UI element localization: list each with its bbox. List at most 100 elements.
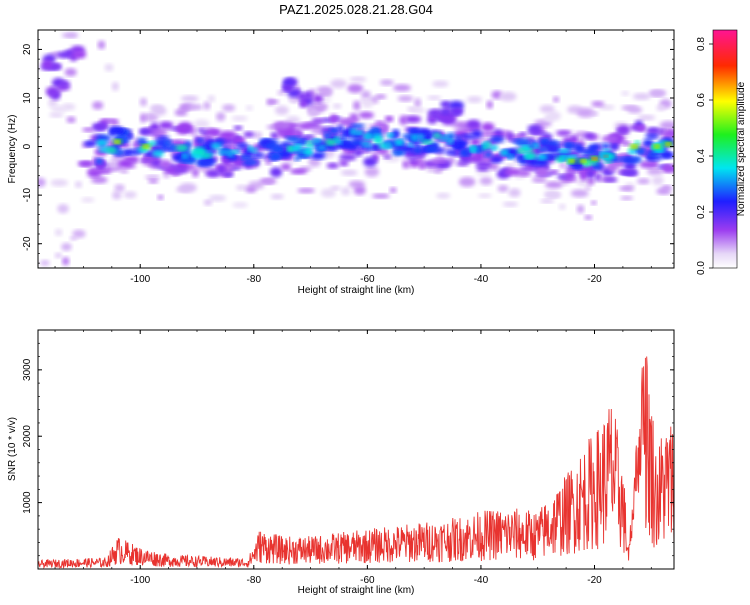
heatmap-cell	[139, 113, 147, 123]
heatmap-cell	[304, 145, 316, 149]
heatmap-cell	[555, 130, 572, 137]
figure-title: PAZ1.2025.028.21.28.G04	[279, 2, 433, 17]
heatmap-cell	[168, 144, 177, 151]
snr-x-tick-label: -60	[360, 575, 375, 586]
heatmap-cell	[492, 129, 503, 139]
heatmap-cell	[49, 112, 64, 118]
heatmap-cell	[340, 187, 351, 196]
heatmap-cell	[374, 120, 384, 126]
snr-x-tick-label: -100	[130, 575, 150, 586]
heatmap-cell	[95, 134, 111, 142]
heatmap-cell	[274, 105, 289, 115]
heatmap-cell	[637, 115, 656, 121]
heatmap-cell	[375, 94, 387, 100]
heatmap-cell	[632, 93, 651, 101]
snr-y-tick-label: 2000	[22, 425, 33, 448]
heatmap-cell	[623, 161, 637, 172]
heatmap-cell	[384, 115, 394, 122]
heatmap-cell	[432, 80, 449, 88]
heatmap-cell	[95, 158, 103, 165]
spectrogram-x-tick-label: -80	[247, 274, 262, 285]
heatmap-cell	[180, 95, 199, 102]
heatmap-cell	[649, 90, 664, 97]
heatmap-cell	[285, 136, 300, 142]
heatmap-cell	[363, 132, 371, 138]
heatmap-cell	[646, 167, 664, 176]
heatmap-cell	[251, 152, 265, 158]
heatmap-cell	[344, 142, 358, 150]
heatmap-cell	[394, 139, 405, 146]
heatmap-cell	[380, 122, 389, 133]
snr-x-tick-label: -20	[587, 575, 602, 586]
heatmap-cell	[265, 158, 273, 165]
heatmap-cell	[358, 111, 375, 119]
heatmap-cell	[528, 129, 542, 134]
heatmap-cell	[361, 99, 374, 109]
heatmap-cell	[145, 175, 161, 180]
heatmap-cell	[654, 145, 660, 149]
heatmap-cell	[292, 144, 303, 149]
heatmap-cell	[294, 156, 301, 161]
heatmap-cell	[591, 100, 605, 107]
heatmap-cell	[518, 132, 527, 137]
spectrogram-x-axis: -100 -80 -60 -40 -20	[54, 30, 652, 285]
heatmap-cell	[508, 188, 521, 198]
heatmap-cell	[338, 154, 357, 161]
heatmap-cell	[223, 172, 234, 177]
heatmap-cell	[203, 101, 211, 110]
heatmap-cell	[524, 153, 537, 159]
heatmap-cell	[349, 129, 357, 135]
heatmap-cell	[265, 142, 279, 150]
heatmap-cell	[196, 128, 207, 133]
spectrogram-x-tick-label: -40	[474, 274, 489, 285]
heatmap-cell	[601, 149, 612, 154]
heatmap-cell	[104, 63, 114, 72]
heatmap-cell	[242, 159, 259, 166]
heatmap-cell	[646, 155, 662, 161]
heatmap-cell	[143, 145, 149, 149]
colorbar-tick-label: 0.2	[696, 205, 707, 219]
heatmap-cell	[337, 118, 354, 126]
heatmap-cell	[479, 176, 493, 186]
heatmap-cell	[219, 130, 237, 140]
snr-y-axis-label: SNR (10 * v/v)	[7, 417, 18, 481]
heatmap-cell	[91, 176, 108, 184]
heatmap-cell	[236, 142, 249, 149]
heatmap-cell	[215, 112, 226, 122]
heatmap-cell	[431, 158, 448, 163]
heatmap-cell	[277, 90, 287, 96]
heatmap-cell	[634, 140, 640, 145]
heatmap-cell	[349, 113, 359, 122]
heatmap-cell	[584, 215, 593, 220]
heatmap-cell	[109, 126, 124, 134]
heatmap-cell	[164, 139, 173, 147]
heatmap-cell	[350, 123, 365, 129]
heatmap-cell	[507, 154, 514, 160]
heatmap-cell	[40, 259, 50, 266]
heatmap-cell	[409, 128, 422, 135]
heatmap-cell	[208, 194, 227, 202]
heatmap-cell	[150, 104, 164, 112]
heatmap-cell	[148, 179, 159, 184]
heatmap-cell	[486, 100, 494, 109]
heatmap-cell	[251, 147, 258, 153]
heatmap-cell	[621, 91, 630, 96]
heatmap-cell	[178, 182, 197, 193]
colorbar-label: Normalized spectral amplitude	[736, 81, 747, 216]
heatmap-cell	[127, 134, 134, 139]
heatmap-cell	[546, 140, 560, 148]
heatmap-cell	[207, 95, 216, 103]
heatmap-cell	[607, 163, 618, 172]
heatmap-cell	[416, 134, 425, 141]
heatmap-cell	[154, 138, 169, 147]
heatmap-cell	[646, 127, 661, 135]
heatmap-cell	[535, 167, 549, 177]
heatmap-cell	[152, 150, 165, 157]
heatmap-cell	[627, 148, 637, 154]
heatmap-cell	[66, 116, 76, 123]
heatmap-cell	[636, 149, 646, 155]
heatmap-cell	[656, 187, 672, 195]
heatmap-cell	[506, 132, 514, 142]
heatmap-cell	[402, 160, 410, 169]
